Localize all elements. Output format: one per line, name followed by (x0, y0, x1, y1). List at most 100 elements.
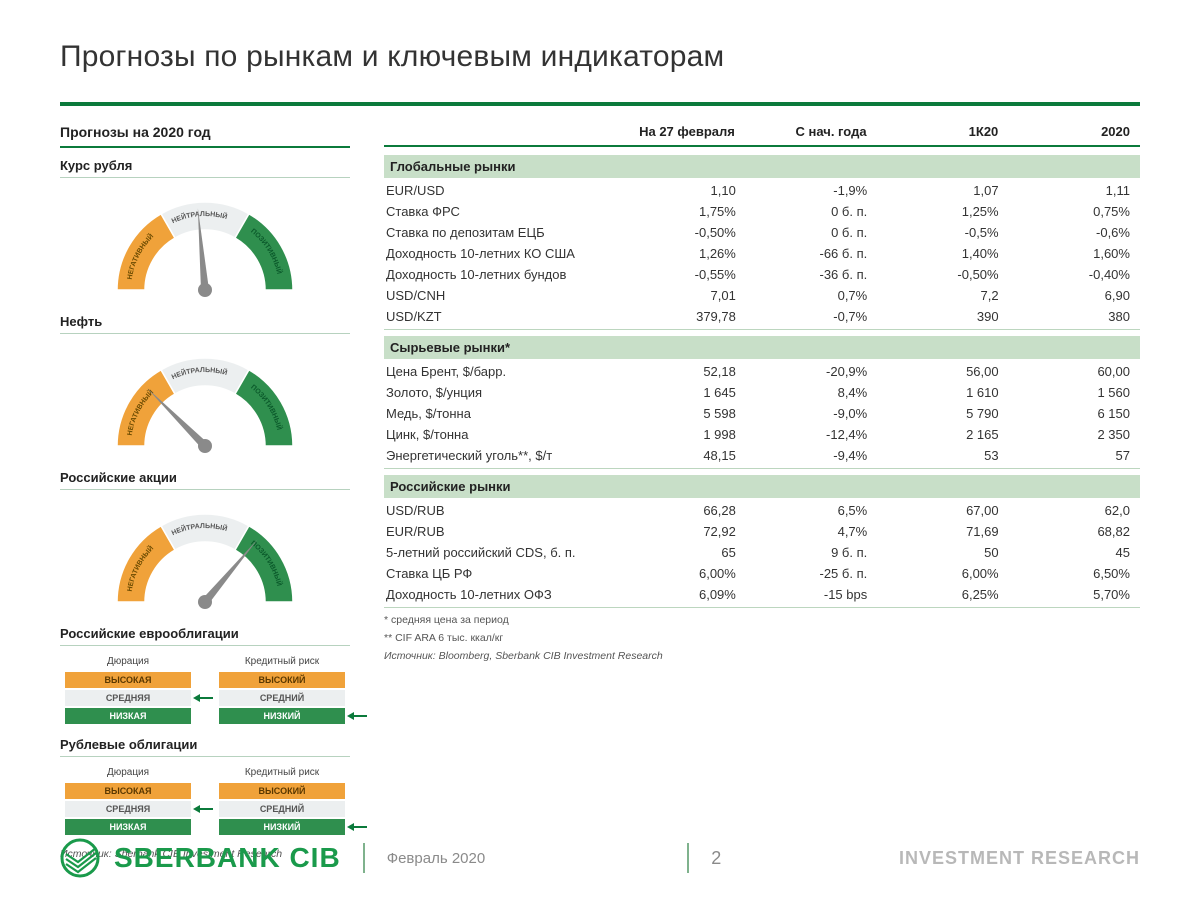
row-value: 0,75% (1009, 204, 1140, 219)
row-value: 53 (877, 448, 1008, 463)
row-label: Золото, $/унция (384, 385, 614, 400)
row-value: 0 б. п. (746, 204, 877, 219)
table-row: EUR/USD 1,10 -1,9% 1,07 1,11 (384, 180, 1140, 201)
row-value: 6,50% (1009, 566, 1140, 581)
row-value: -0,50% (614, 225, 745, 240)
row-label: Ставка по депозитам ЕЦБ (384, 225, 614, 240)
row-value: 7,01 (614, 288, 745, 303)
row-value: 71,69 (877, 524, 1008, 539)
row-label: Энергетический уголь**, $/т (384, 448, 614, 463)
footnote: ** CIF ARA 6 тыс. ккал/кг (384, 632, 1140, 644)
row-value: 7,2 (877, 288, 1008, 303)
risk-level: НИЗКИЙ (218, 707, 346, 725)
row-label: Доходность 10-летних бундов (384, 267, 614, 282)
row-value: 1,26% (614, 246, 745, 261)
row-value: 72,92 (614, 524, 745, 539)
risk-level: СРЕДНЯЯ (64, 800, 192, 818)
row-value: 0 б. п. (746, 225, 877, 240)
sidebar-header: Прогнозы на 2020 год (60, 124, 350, 148)
table-row: Ставка ЦБ РФ 6,00% -25 б. п. 6,00% 6,50% (384, 563, 1140, 584)
row-value: 5 790 (877, 406, 1008, 421)
risk-level: ВЫСОКИЙ (218, 782, 346, 800)
row-value: 45 (1009, 545, 1140, 560)
table-row: Доходность 10-летних ОФЗ 6,09% -15 bps 6… (384, 584, 1140, 608)
table-row: USD/RUB 66,28 6,5% 67,00 62,0 (384, 500, 1140, 521)
section-header: Глобальные рынки (384, 155, 1140, 178)
section-header: Сырьевые рынки* (384, 336, 1140, 359)
row-value: -0,5% (877, 225, 1008, 240)
table-header-row: На 27 февраля С нач. года 1К20 2020 (384, 124, 1140, 147)
row-value: 8,4% (746, 385, 877, 400)
table-row: Доходность 10-летних КО США 1,26% -66 б.… (384, 243, 1140, 264)
row-value: 48,15 (614, 448, 745, 463)
col-header: С нач. года (745, 124, 877, 139)
row-value: 380 (1009, 309, 1140, 324)
row-value: 62,0 (1009, 503, 1140, 518)
row-value: 1 560 (1009, 385, 1140, 400)
row-value: 0,7% (746, 288, 877, 303)
row-value: 6 150 (1009, 406, 1140, 421)
row-value: -12,4% (746, 427, 877, 442)
brand-logo: SBERBANK CIB (60, 838, 341, 878)
table-row: Цена Брент, $/барр. 52,18 -20,9% 56,00 6… (384, 361, 1140, 382)
col-header: На 27 февраля (613, 124, 745, 139)
row-label: EUR/USD (384, 183, 614, 198)
risk-level: НИЗКАЯ (64, 818, 192, 836)
risk-block-label: Российские еврооблигации (60, 626, 350, 646)
row-value: 1 998 (614, 427, 745, 442)
brand-text: SBERBANK CIB (114, 842, 341, 874)
arrow-left-icon (193, 693, 213, 703)
row-value: -0,50% (877, 267, 1008, 282)
gauge-label: Нефть (60, 314, 350, 334)
row-label: USD/KZT (384, 309, 614, 324)
table-row: Цинк, $/тонна 1 998 -12,4% 2 165 2 350 (384, 424, 1140, 445)
row-value: 1,11 (1009, 183, 1140, 198)
row-value: -0,55% (614, 267, 745, 282)
row-value: 1,10 (614, 183, 745, 198)
gauge: НЕГАТИВНЫЙНЕЙТРАЛЬНЫЙПОЗИТИВНЫЙ (60, 340, 350, 460)
row-value: 1,75% (614, 204, 745, 219)
gauge: НЕГАТИВНЫЙНЕЙТРАЛЬНЫЙПОЗИТИВНЫЙ (60, 184, 350, 304)
row-value: -1,9% (746, 183, 877, 198)
row-value: 379,78 (614, 309, 745, 324)
table-row: Золото, $/унция 1 645 8,4% 1 610 1 560 (384, 382, 1140, 403)
table-row: USD/CNH 7,01 0,7% 7,2 6,90 (384, 285, 1140, 306)
row-value: 1,07 (877, 183, 1008, 198)
risk-col-title: Дюрация (64, 656, 192, 667)
row-label: EUR/RUB (384, 524, 614, 539)
arrow-left-icon (347, 822, 367, 832)
row-value: 9 б. п. (746, 545, 877, 560)
row-value: 4,7% (746, 524, 877, 539)
risk-level: ВЫСОКАЯ (64, 782, 192, 800)
sidebar: Прогнозы на 2020 год Курс рубля НЕГАТИВН… (60, 124, 350, 860)
row-value: 56,00 (877, 364, 1008, 379)
risk-column: ДюрацияВЫСОКАЯСРЕДНЯЯНИЗКАЯ (64, 767, 192, 836)
row-label: 5-летний российский CDS, б. п. (384, 545, 614, 560)
row-label: Ставка ЦБ РФ (384, 566, 614, 581)
row-label: Цена Брент, $/барр. (384, 364, 614, 379)
row-value: 67,00 (877, 503, 1008, 518)
row-value: -0,40% (1009, 267, 1140, 282)
row-label: USD/RUB (384, 503, 614, 518)
sberbank-logo-icon (60, 838, 100, 878)
row-label: Доходность 10-летних КО США (384, 246, 614, 261)
row-label: Доходность 10-летних ОФЗ (384, 587, 614, 602)
row-value: 2 165 (877, 427, 1008, 442)
table-row: Ставка ФРС 1,75% 0 б. п. 1,25% 0,75% (384, 201, 1140, 222)
row-value: -15 bps (746, 587, 877, 602)
title-rule (60, 102, 1140, 106)
page-title: Прогнозы по рынкам и ключевым индикатора… (60, 40, 1140, 74)
row-value: 6,09% (614, 587, 745, 602)
risk-col-title: Кредитный риск (218, 656, 346, 667)
footer: SBERBANK CIB Февраль 2020 2 INVESTMENT R… (0, 838, 1200, 878)
row-value: 65 (614, 545, 745, 560)
risk-block-label: Рублевые облигации (60, 737, 350, 757)
row-value: -9,4% (746, 448, 877, 463)
gauge-label: Курс рубля (60, 158, 350, 178)
row-value: 1,60% (1009, 246, 1140, 261)
row-value: 50 (877, 545, 1008, 560)
risk-column: Кредитный рискВЫСОКИЙСРЕДНИЙНИЗКИЙ (218, 656, 346, 725)
row-value: 1 610 (877, 385, 1008, 400)
row-value: 6,5% (746, 503, 877, 518)
row-value: 5 598 (614, 406, 745, 421)
